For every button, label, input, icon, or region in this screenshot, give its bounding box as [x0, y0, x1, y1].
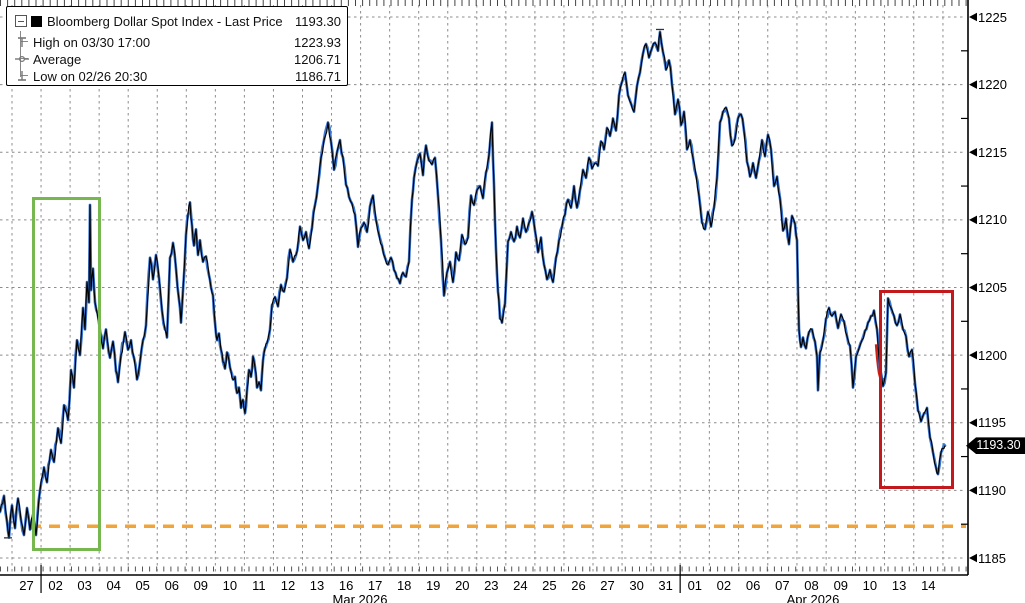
y-axis-label: 1195: [978, 415, 1006, 431]
x-axis-date-label: 10: [862, 578, 878, 593]
y-tick-arrow: [969, 418, 977, 427]
x-axis-date-label: 20: [455, 578, 470, 593]
x-axis-date-label: 14: [921, 578, 936, 593]
y-tick-arrow: [969, 350, 977, 360]
x-axis-date-label: 17: [367, 578, 383, 593]
x-axis-date-label: 06: [745, 578, 761, 593]
y-axis-label: 1215: [978, 144, 1007, 160]
price-line-black: [0, 31, 946, 539]
average-marker-icon: [15, 52, 29, 66]
chart-legend: Bloomberg Dollar Spot Index - Last Price…: [6, 6, 348, 86]
x-axis-date-label: 10: [222, 578, 238, 593]
legend-series-value: 1193.30: [294, 13, 341, 29]
high-marker-icon: [15, 35, 29, 49]
legend-row-low[interactable]: Low on 02/26 20:30 1186.71: [15, 67, 341, 85]
legend-series-label: Bloomberg Dollar Spot Index - Last Price: [47, 13, 283, 29]
x-axis-date-label: 04: [106, 578, 121, 593]
legend-tree-stub: [20, 41, 28, 42]
x-axis-date-label: 09: [193, 578, 209, 593]
y-axis-label: 1200: [978, 347, 1007, 363]
y-tick-arrow: [969, 80, 977, 89]
y-axis-label: 1220: [978, 77, 1007, 93]
y-tick-arrow: [969, 12, 977, 22]
legend-low-value: 1186.71: [294, 68, 341, 84]
legend-high-label: High on 03/30 17:00: [33, 34, 151, 50]
red-annotation-box: [879, 290, 954, 489]
legend-high-value: 1223.93: [294, 34, 341, 50]
y-tick-arrow: [969, 215, 977, 225]
x-axis-date-label: 26: [571, 578, 586, 593]
legend-tree-stub: [20, 75, 28, 76]
legend-low-label: Low on 02/26 20:30: [33, 68, 148, 84]
x-axis-date-label: 18: [396, 578, 412, 593]
month-label-mar: Mar 2026: [332, 592, 388, 603]
y-tick-arrow: [969, 486, 977, 495]
series-swatch-icon: [31, 15, 42, 27]
y-axis-label: 1205: [978, 280, 1007, 295]
legend-row-average[interactable]: Average 1206.71: [15, 50, 341, 68]
y-axis-label: 1210: [978, 212, 1007, 228]
x-axis-date-label: 08: [804, 578, 819, 593]
x-axis-date-label: 23: [484, 578, 499, 593]
x-axis-date-label: 03: [77, 578, 92, 593]
x-axis-date-label: 25: [542, 578, 557, 593]
month-label-apr: Apr 2026: [786, 592, 840, 603]
x-axis-date-label: 05: [135, 578, 150, 593]
y-axis-label: 1190: [978, 482, 1006, 498]
x-axis-date-label: 12: [280, 578, 296, 593]
y-axis-label: 1225: [978, 9, 1007, 25]
low-marker-icon: [15, 69, 29, 83]
x-axis-date-label: 24: [513, 578, 528, 593]
price-line-blue-underlay: [0, 30, 947, 540]
x-axis-date-label: 16: [338, 578, 354, 593]
last-price-tag: 1193.30: [966, 437, 1025, 455]
x-axis-date-label: 11: [252, 578, 266, 593]
legend-row-series[interactable]: Bloomberg Dollar Spot Index - Last Price…: [15, 12, 341, 30]
x-axis-date-label: 02: [48, 578, 63, 593]
legend-average-label: Average: [33, 51, 82, 67]
x-axis-date-label: 30: [629, 578, 644, 593]
green-annotation-box: [32, 197, 101, 551]
y-axis-label: 1185: [978, 550, 1006, 566]
y-tick-arrow: [969, 283, 977, 292]
legend-tree-line: [20, 31, 29, 77]
x-axis-date-label: 02: [716, 578, 732, 593]
x-axis-date-label: 13: [309, 578, 325, 593]
legend-row-high[interactable]: High on 03/30 17:00 1223.93: [15, 33, 341, 51]
x-axis-date-label: 06: [164, 578, 180, 593]
collapse-box-icon[interactable]: [15, 15, 27, 27]
x-axis-date-label: 27: [600, 578, 615, 593]
x-axis-date-label: 31: [658, 578, 673, 593]
y-tick-arrow: [969, 553, 977, 563]
x-axis-date-label: 13: [891, 578, 907, 593]
y-tick-arrow: [969, 148, 977, 157]
x-axis-date-label: 19: [425, 578, 441, 593]
x-axis-date-label: 27: [19, 578, 34, 593]
x-axis-date-label: 07: [775, 578, 790, 593]
x-axis-date-label: 09: [833, 578, 849, 593]
legend-average-value: 1206.71: [294, 51, 341, 67]
x-axis-date-label: 01: [687, 578, 703, 593]
